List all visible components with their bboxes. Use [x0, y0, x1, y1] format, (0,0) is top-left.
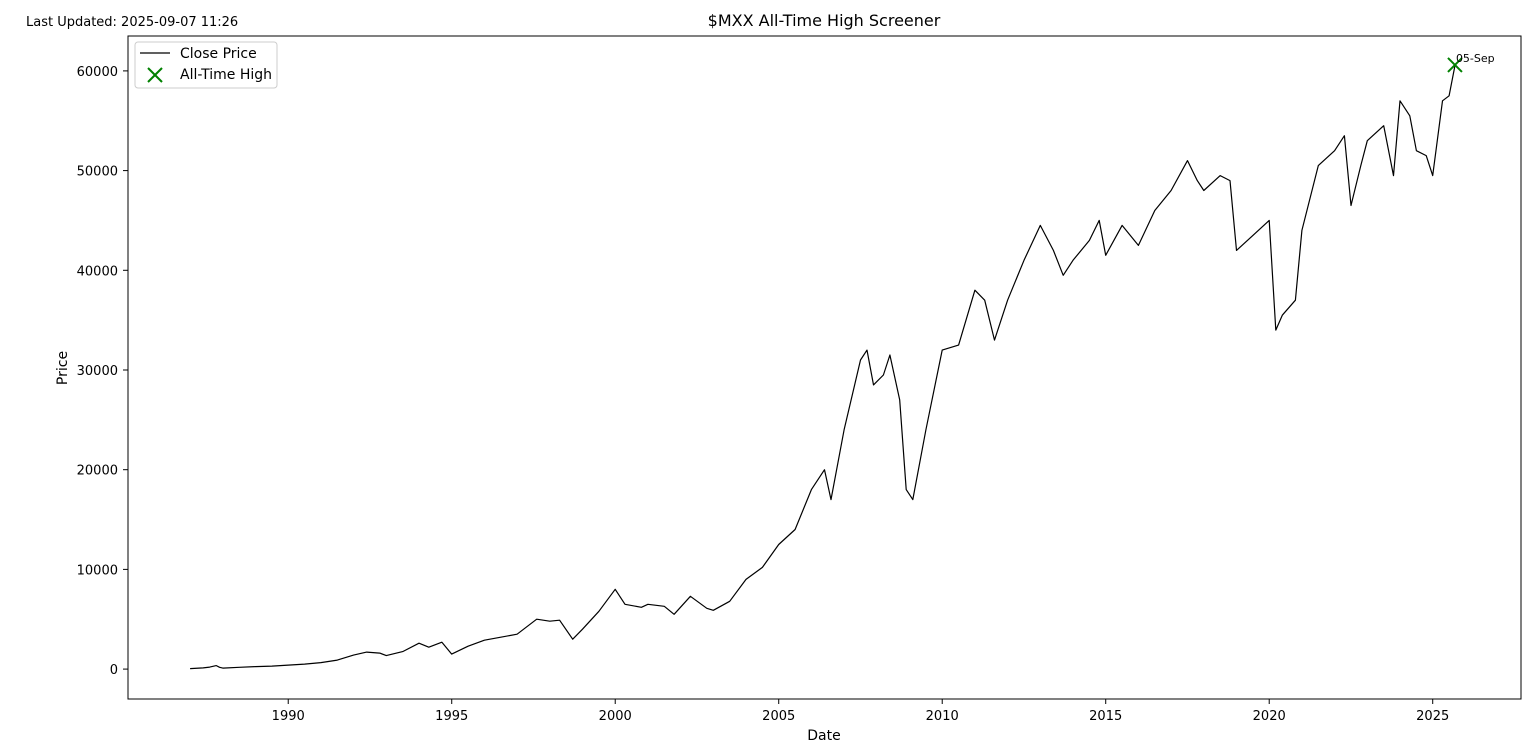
y-axis-label: Price	[55, 351, 71, 385]
chart-title: $MXX All-Time High Screener	[708, 11, 941, 30]
all-time-high-layer: 05-Sep	[1447, 52, 1495, 73]
y-tick-label: 0	[110, 663, 118, 678]
x-axis-label: Date	[807, 728, 840, 744]
all-time-high-annotation: 05-Sep	[1456, 52, 1495, 65]
x-tick-label: 2005	[762, 709, 795, 724]
y-axis-ticks: 0 10000 20000 30000 40000 50000 60000	[77, 65, 128, 678]
plot-area: 1990 1995 2000 2005 2010 2015 2020 2025 0 10000 2…	[77, 35, 1522, 724]
x-tick-label: 2020	[1253, 709, 1286, 724]
x-axis-ticks: 1990 1995 2000 2005 2010 2015 2020 2025	[272, 699, 1449, 724]
last-updated-label: Last Updated: 2025-09-07 11:26	[26, 15, 238, 30]
y-tick-label: 40000	[77, 264, 118, 279]
x-tick-label: 1990	[272, 709, 305, 724]
x-tick-label: 2025	[1416, 709, 1449, 724]
legend-box	[134, 41, 278, 89]
y-tick-label: 20000	[77, 464, 118, 479]
close-price-line	[190, 65, 1456, 670]
y-tick-label: 30000	[77, 364, 118, 379]
x-tick-label: 2015	[1089, 709, 1122, 724]
axes-frame	[127, 35, 1522, 700]
y-tick-label: 50000	[77, 165, 118, 180]
y-tick-label: 10000	[77, 563, 118, 578]
x-tick-label: 1995	[435, 709, 468, 724]
x-tick-label: 2000	[599, 709, 632, 724]
all-time-high-marker	[1447, 57, 1463, 73]
legend-close-price-label: Close Price	[180, 46, 257, 62]
x-tick-label: 2010	[926, 709, 959, 724]
legend-all-time-high-label: All-Time High	[180, 67, 272, 83]
legend: Close Price All-Time High	[134, 41, 278, 89]
y-tick-label: 60000	[77, 65, 118, 80]
series-layer	[190, 65, 1456, 670]
legend-all-time-high-x-icon	[147, 67, 163, 83]
